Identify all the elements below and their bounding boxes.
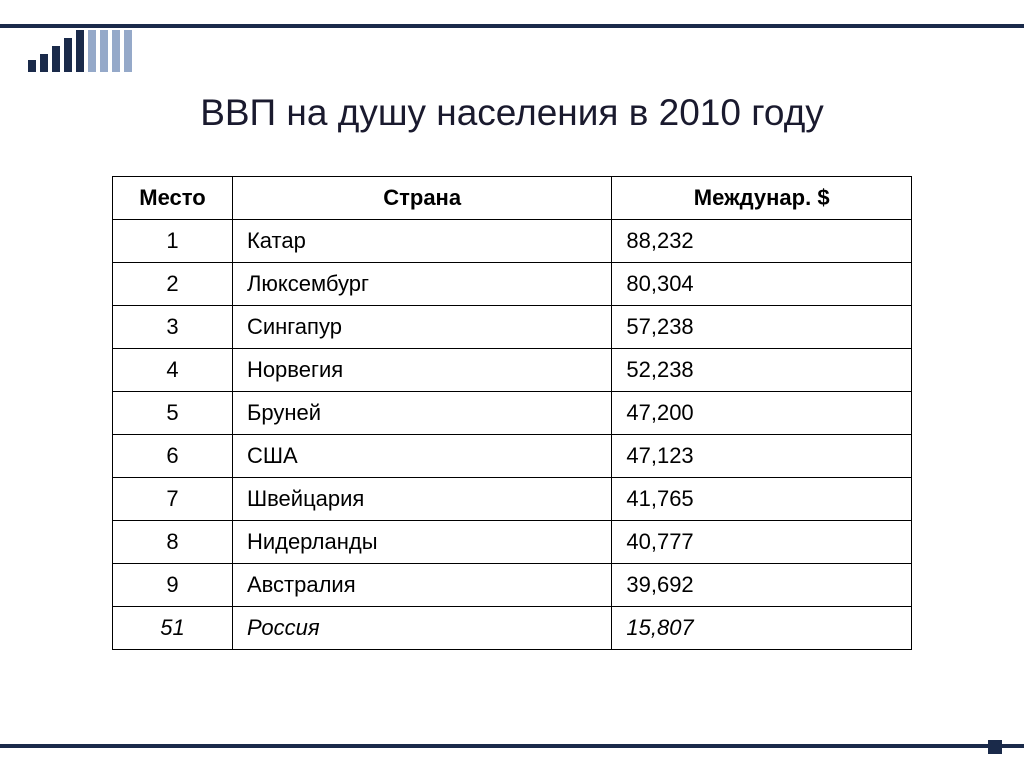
- col-header-country: Страна: [232, 177, 611, 220]
- table-row: 51Россия15,807: [113, 607, 912, 650]
- cell-country: Катар: [232, 220, 611, 263]
- cell-value: 41,765: [612, 478, 912, 521]
- cell-rank: 1: [113, 220, 233, 263]
- table-row: 7Швейцария41,765: [113, 478, 912, 521]
- deco-bar: [112, 30, 120, 72]
- cell-rank: 3: [113, 306, 233, 349]
- deco-bar: [88, 30, 96, 72]
- deco-bar: [28, 60, 36, 72]
- cell-rank: 7: [113, 478, 233, 521]
- cell-country: Нидерланды: [232, 521, 611, 564]
- deco-bar: [40, 54, 48, 72]
- table-header-row: Место Страна Междунар. $: [113, 177, 912, 220]
- cell-value: 80,304: [612, 263, 912, 306]
- table-row: 3Сингапур57,238: [113, 306, 912, 349]
- top-divider-line: [0, 24, 1024, 28]
- cell-value: 39,692: [612, 564, 912, 607]
- col-header-value: Междунар. $: [612, 177, 912, 220]
- deco-bar: [76, 30, 84, 72]
- decorative-bars: [28, 30, 132, 72]
- cell-country: Люксембург: [232, 263, 611, 306]
- table-row: 2Люксембург80,304: [113, 263, 912, 306]
- deco-bar: [124, 30, 132, 72]
- cell-rank: 4: [113, 349, 233, 392]
- cell-value: 15,807: [612, 607, 912, 650]
- cell-value: 47,200: [612, 392, 912, 435]
- cell-value: 52,238: [612, 349, 912, 392]
- cell-country: Россия: [232, 607, 611, 650]
- slide-top-border: [0, 0, 1024, 30]
- corner-square-icon: [988, 740, 1002, 754]
- deco-bar: [52, 46, 60, 72]
- bottom-divider-line: [0, 744, 1024, 748]
- deco-bar: [100, 30, 108, 72]
- table-row: 9Австралия39,692: [113, 564, 912, 607]
- col-header-rank: Место: [113, 177, 233, 220]
- table-row: 6США47,123: [113, 435, 912, 478]
- gdp-table-container: Место Страна Междунар. $ 1Катар88,2322Лю…: [112, 176, 912, 650]
- cell-country: Бруней: [232, 392, 611, 435]
- cell-value: 88,232: [612, 220, 912, 263]
- table-row: 8Нидерланды40,777: [113, 521, 912, 564]
- cell-rank: 6: [113, 435, 233, 478]
- cell-country: Норвегия: [232, 349, 611, 392]
- cell-rank: 51: [113, 607, 233, 650]
- cell-rank: 2: [113, 263, 233, 306]
- cell-country: Швейцария: [232, 478, 611, 521]
- cell-rank: 5: [113, 392, 233, 435]
- cell-rank: 9: [113, 564, 233, 607]
- table-row: 1Катар88,232: [113, 220, 912, 263]
- table-body: 1Катар88,2322Люксембург80,3043Сингапур57…: [113, 220, 912, 650]
- cell-rank: 8: [113, 521, 233, 564]
- cell-country: Сингапур: [232, 306, 611, 349]
- cell-value: 57,238: [612, 306, 912, 349]
- gdp-table: Место Страна Междунар. $ 1Катар88,2322Лю…: [112, 176, 912, 650]
- table-row: 4Норвегия52,238: [113, 349, 912, 392]
- cell-country: Австралия: [232, 564, 611, 607]
- cell-value: 40,777: [612, 521, 912, 564]
- cell-country: США: [232, 435, 611, 478]
- slide-title: ВВП на душу населения в 2010 году: [0, 92, 1024, 134]
- cell-value: 47,123: [612, 435, 912, 478]
- deco-bar: [64, 38, 72, 72]
- table-row: 5Бруней47,200: [113, 392, 912, 435]
